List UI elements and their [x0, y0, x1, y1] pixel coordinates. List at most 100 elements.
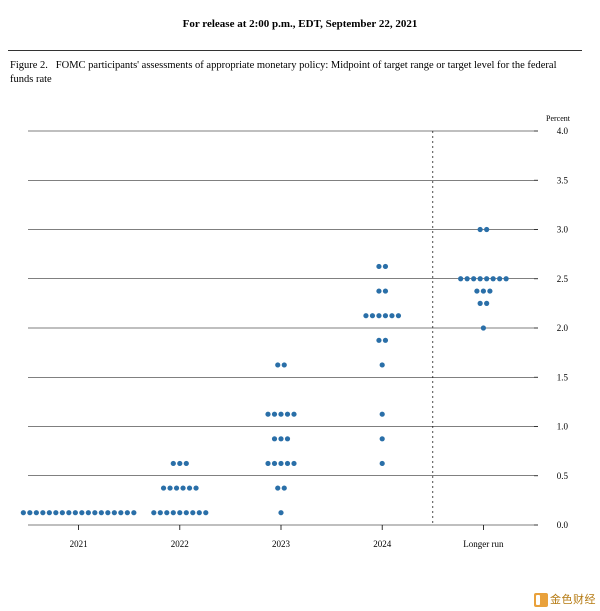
- dot: [167, 486, 172, 491]
- dot: [278, 461, 283, 466]
- dot: [380, 363, 385, 368]
- dot: [474, 289, 479, 294]
- dot: [380, 461, 385, 466]
- x-tick-label: Longer run: [463, 539, 504, 549]
- dot: [265, 461, 270, 466]
- y-tick-label: 4.0: [557, 126, 569, 136]
- dot: [376, 313, 381, 318]
- caption-body: FOMC participants' assessments of approp…: [10, 60, 557, 85]
- release-text: For release at 2:00 p.m., EDT, September…: [183, 18, 418, 30]
- dot: [73, 510, 78, 515]
- dot: [86, 510, 91, 515]
- dot: [291, 412, 296, 417]
- dot: [125, 510, 130, 515]
- dot: [285, 461, 290, 466]
- dot: [278, 510, 283, 515]
- dot: [383, 289, 388, 294]
- dot: [380, 412, 385, 417]
- dot: [481, 326, 486, 331]
- dot-plot-chart: Percent 0.0 0.5 1.0 1.5 2.0 2.5 3.0 3.5 4.0 2021 20…: [8, 103, 582, 573]
- dot: [481, 289, 486, 294]
- y-tick-label: 0.5: [557, 471, 569, 481]
- dot: [265, 412, 270, 417]
- dot: [484, 227, 489, 232]
- dot: [34, 510, 39, 515]
- y-tick-label: 1.0: [557, 422, 569, 432]
- dot: [275, 486, 280, 491]
- dot: [497, 276, 502, 281]
- dot: [272, 437, 277, 442]
- dot: [21, 510, 26, 515]
- dot: [184, 510, 189, 515]
- dot: [184, 461, 189, 466]
- dot: [92, 510, 97, 515]
- y-tick-label: 2.0: [557, 323, 569, 333]
- figure-caption: Figure 2. FOMC participants' assessments…: [0, 57, 600, 91]
- caption-prefix: Figure 2.: [10, 60, 48, 71]
- dot: [105, 510, 110, 515]
- dot: [380, 437, 385, 442]
- dot: [164, 510, 169, 515]
- dot: [484, 301, 489, 306]
- dot: [389, 313, 394, 318]
- y-tick-label: 3.5: [557, 176, 569, 186]
- dot: [99, 510, 104, 515]
- dot: [79, 510, 84, 515]
- y-tick-label: 3.0: [557, 225, 569, 235]
- dot: [47, 510, 52, 515]
- y-tick-label: 1.5: [557, 373, 569, 383]
- dot: [190, 510, 195, 515]
- dot: [478, 227, 483, 232]
- y-tick-label: 2.5: [557, 274, 569, 284]
- dot: [376, 338, 381, 343]
- dot: [131, 510, 136, 515]
- dot: [383, 264, 388, 269]
- dot: [491, 276, 496, 281]
- dot: [27, 510, 32, 515]
- watermark-icon: [534, 593, 548, 607]
- dot: [118, 510, 123, 515]
- y-axis-title: Percent: [546, 114, 571, 123]
- y-tick-label: 0.0: [557, 520, 569, 530]
- dot: [53, 510, 58, 515]
- dot: [478, 276, 483, 281]
- dot: [383, 338, 388, 343]
- dot: [383, 313, 388, 318]
- dot: [278, 437, 283, 442]
- release-header: For release at 2:00 p.m., EDT, September…: [0, 0, 600, 40]
- dot: [193, 486, 198, 491]
- dot: [370, 313, 375, 318]
- dot: [177, 461, 182, 466]
- dot: [504, 276, 509, 281]
- dot: [60, 510, 65, 515]
- dot: [478, 301, 483, 306]
- dot: [484, 276, 489, 281]
- dot: [187, 486, 192, 491]
- dot: [285, 412, 290, 417]
- dot: [171, 461, 176, 466]
- chart-svg: Percent 0.0 0.5 1.0 1.5 2.0 2.5 3.0 3.5 4.0 2021 20…: [8, 103, 582, 573]
- dot: [203, 510, 208, 515]
- watermark-text: 金色财经: [550, 594, 596, 606]
- dot: [177, 510, 182, 515]
- dot: [272, 412, 277, 417]
- dot: [487, 289, 492, 294]
- dot: [376, 264, 381, 269]
- dot: [275, 363, 280, 368]
- x-tick-label: 2022: [171, 539, 189, 549]
- x-tick-label: 2021: [70, 539, 88, 549]
- x-tick-label: 2023: [272, 539, 291, 549]
- dot: [151, 510, 156, 515]
- dot: [112, 510, 117, 515]
- dot: [174, 486, 179, 491]
- dot: [282, 363, 287, 368]
- dot: [158, 510, 163, 515]
- dot: [197, 510, 202, 515]
- dot: [272, 461, 277, 466]
- dot: [161, 486, 166, 491]
- x-tick-label: 2024: [373, 539, 392, 549]
- dot: [458, 276, 463, 281]
- dot: [171, 510, 176, 515]
- dot: [66, 510, 71, 515]
- dot: [363, 313, 368, 318]
